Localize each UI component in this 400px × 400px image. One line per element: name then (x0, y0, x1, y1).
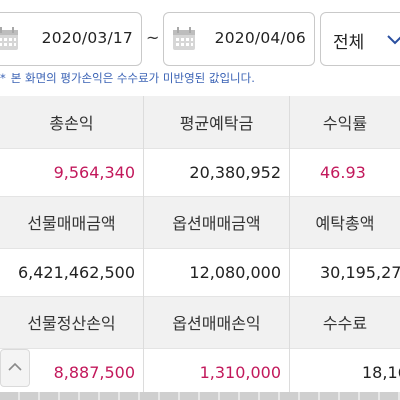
notice-message: 본 화면의 평가손익은 수수료가 미반영된 값입니다. (10, 71, 255, 85)
value-total-pnl: 9,564,340 (53, 162, 135, 182)
row-divider (0, 248, 400, 249)
summary-value-row: 8,887,500 1,310,000 18,16 (0, 348, 400, 396)
calendar-icon (173, 27, 195, 50)
start-date-picker[interactable]: 2020/03/17 (0, 12, 142, 66)
start-date-value: 2020/03/17 (41, 29, 133, 47)
header-commission: 수수료 (322, 314, 368, 333)
end-date-picker[interactable]: 2020/04/06 (163, 12, 315, 66)
header-return-rate: 수익률 (322, 114, 368, 133)
notice-star: * (0, 71, 6, 85)
summary-header-row: 선물정산손익 옵션매매손익 수수료 (0, 296, 400, 348)
row-divider (0, 296, 400, 297)
value-commission: 18,16 (362, 362, 400, 382)
column-divider (143, 96, 144, 400)
column-divider (289, 96, 290, 400)
header-total-pnl: 총손익 (49, 114, 94, 133)
summary-value-row: 6,421,462,500 12,080,000 30,195,27 (0, 248, 400, 296)
filter-bar: 2020/03/17 ~ 2020/04/06 전체 (0, 0, 400, 68)
summary-grid: 총손익 평균예탁금 수익률 9,564,340 20,380,952 46.93… (0, 96, 400, 400)
header-total-deposit: 예탁총액 (315, 214, 375, 233)
range-select[interactable]: 전체 (320, 12, 400, 66)
range-select-label: 전체 (333, 33, 365, 53)
value-total-deposit: 30,195,27 (320, 262, 400, 282)
calendar-icon (0, 27, 18, 50)
date-range-separator: ~ (146, 28, 160, 47)
summary-value-row: 9,564,340 20,380,952 46.93 (0, 148, 400, 196)
header-futures-amount: 선물매매금액 (27, 214, 116, 233)
summary-header-row: 총손익 평균예탁금 수익률 (0, 96, 400, 148)
scroll-top-button[interactable] (0, 349, 30, 387)
row-divider (0, 148, 400, 149)
value-avg-deposit: 20,380,952 (189, 162, 281, 182)
value-options-amount: 12,080,000 (189, 262, 281, 282)
value-options-trading-pnl: 1,310,000 (199, 362, 281, 382)
chevron-up-icon (8, 362, 22, 371)
value-return-rate: 46.93 (320, 162, 366, 182)
summary-header-row: 선물매매금액 옵션매매금액 예탁총액 (0, 196, 400, 248)
chevron-down-icon (387, 35, 400, 45)
header-futures-settlement-pnl: 선물정산손익 (27, 314, 116, 333)
bottom-strip (0, 392, 400, 400)
header-avg-deposit: 평균예탁금 (179, 114, 254, 133)
value-futures-amount: 6,421,462,500 (17, 262, 135, 282)
header-options-amount: 옵션매매금액 (172, 214, 261, 233)
row-divider (0, 348, 400, 349)
row-divider (0, 196, 400, 197)
notice-text: * 본 화면의 평가손익은 수수료가 미반영된 값입니다. (0, 70, 400, 90)
end-date-value: 2020/04/06 (214, 29, 306, 47)
value-futures-settlement-pnl: 8,887,500 (53, 362, 135, 382)
header-options-trading-pnl: 옵션매매손익 (172, 314, 261, 333)
